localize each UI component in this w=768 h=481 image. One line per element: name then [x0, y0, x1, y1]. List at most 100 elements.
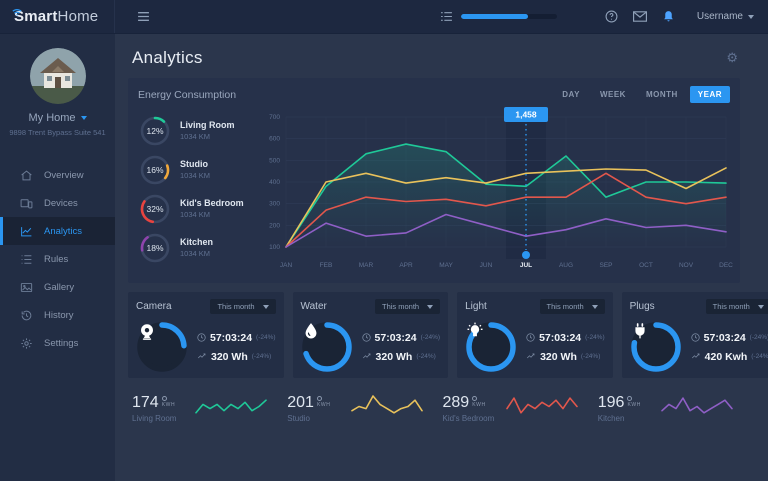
menu-toggle-icon[interactable]	[137, 11, 150, 22]
trend-icon	[197, 352, 207, 361]
chevron-down-icon	[427, 304, 434, 309]
period-select[interactable]: This month	[705, 299, 768, 314]
device-usage-delta: (-24%)	[251, 353, 272, 360]
help-icon[interactable]	[605, 10, 618, 23]
tab-day[interactable]: DAY	[554, 86, 588, 103]
device-time-delta: (-24%)	[420, 334, 441, 341]
device-time-value: 57:03:24	[374, 331, 417, 344]
clock-icon	[691, 333, 700, 342]
app-logo-text: SmartHome	[14, 8, 99, 25]
devices-icon	[20, 197, 33, 210]
svg-text:NOV: NOV	[679, 262, 694, 269]
legend-room-label: Kid's Bedroom	[180, 198, 244, 208]
home-avatar[interactable]	[29, 48, 86, 104]
home-selector[interactable]: My Home	[6, 112, 109, 124]
legend-donut: 16%	[138, 153, 172, 187]
sidebar-item-analytics[interactable]: Analytics	[0, 217, 115, 245]
room-kwh-unit: KWH	[162, 395, 175, 408]
svg-text:400: 400	[269, 179, 280, 186]
tab-month[interactable]: MONTH	[638, 86, 686, 103]
svg-text:APR: APR	[399, 262, 413, 269]
device-card-water: Water This month 57:03:24	[292, 292, 449, 378]
tab-week[interactable]: WEEK	[592, 86, 634, 103]
energy-consumption-panel: Energy Consumption DAY WEEK MONTH YEAR 12% …	[128, 78, 740, 283]
sidebar-item-label: Gallery	[44, 281, 75, 293]
user-menu[interactable]: Username	[697, 11, 754, 22]
device-card-plugs: Plugs This month 57:03:24	[621, 292, 768, 378]
sidebar-item-history[interactable]: History	[0, 301, 115, 329]
tab-year[interactable]: YEAR	[689, 86, 730, 103]
device-usage-value: 420 Kwh	[704, 350, 748, 363]
svg-text:DEC: DEC	[719, 262, 733, 269]
device-gauge	[301, 321, 353, 373]
legend-room-label: Living Room	[180, 120, 235, 130]
sidebar-item-rules[interactable]: Rules	[0, 245, 115, 273]
svg-text:FEB: FEB	[320, 262, 333, 269]
home-profile: My Home 9898 Trent Bypass Suite 541	[0, 34, 115, 147]
energy-chart[interactable]: 700 600 500 400 300 200 100 JAN FEB MAR APR MAY JUN J…	[256, 107, 733, 282]
chevron-down-icon	[591, 304, 598, 309]
room-stat: 196 KWH Kitchen	[594, 392, 740, 425]
device-card-title: Light	[465, 301, 487, 312]
sidebar-item-devices[interactable]: Devices	[0, 189, 115, 217]
device-time-delta: (-24%)	[256, 334, 276, 341]
clock-icon	[361, 333, 371, 342]
legend-donut: 32%	[138, 192, 172, 226]
device-time-value: 57:03:24	[703, 331, 746, 344]
legend-percent: 16%	[146, 164, 164, 175]
room-name-label: Living Room	[132, 413, 177, 423]
room-kwh-value: 196	[597, 393, 625, 411]
notifications-bell-icon[interactable]	[662, 10, 675, 23]
plug-icon	[630, 321, 682, 373]
sidebar-item-overview[interactable]: Overview	[0, 161, 115, 189]
svg-text:JAN: JAN	[280, 262, 293, 269]
device-time-delta: (-24%)	[749, 334, 768, 341]
mail-icon[interactable]	[632, 11, 647, 22]
wifi-icon	[12, 3, 22, 21]
room-sparkline	[503, 392, 581, 425]
device-card-title: Water	[300, 301, 327, 312]
svg-text:JUN: JUN	[480, 262, 493, 269]
chart-icon	[20, 225, 33, 238]
room-kwh-unit: KWH	[472, 395, 485, 408]
room-name-label: Studio	[287, 413, 310, 423]
device-usage-value: 320 Wh	[375, 350, 413, 363]
page-settings-gear-icon[interactable]: ⚙	[726, 50, 738, 65]
energy-legend: 12% Living Room 1034 KM 16% Studio 1034 …	[138, 107, 256, 282]
period-select[interactable]: This month	[374, 299, 441, 314]
device-gauge	[630, 321, 682, 373]
rules-icon	[20, 253, 33, 266]
room-stat: 174 KWH Living Room	[128, 392, 274, 425]
period-select[interactable]: This month	[539, 299, 605, 314]
period-select-value: This month	[381, 302, 420, 311]
sidebar-item-settings[interactable]: Settings	[0, 329, 115, 357]
svg-text:200: 200	[269, 222, 280, 229]
sidebar-item-label: Analytics	[44, 225, 83, 237]
sidebar: My Home 9898 Trent Bypass Suite 541 Over…	[0, 34, 115, 481]
device-usage-delta: (-24%)	[580, 353, 601, 360]
progress-bar-fill	[460, 14, 529, 19]
room-stats: 174 KWH Living Room 201 KWH Studio 289 K…	[128, 392, 740, 425]
trend-icon	[362, 352, 372, 361]
device-card-title: Camera	[136, 301, 172, 312]
device-time-value: 57:03:24	[539, 331, 582, 344]
room-sparkline	[192, 392, 270, 425]
period-select[interactable]: This month	[210, 299, 276, 314]
device-gauge	[465, 321, 517, 373]
trend-icon	[526, 352, 536, 361]
legend-room-label: Kitchen	[180, 237, 214, 247]
device-gauge	[136, 321, 188, 373]
tasks-icon[interactable]	[440, 11, 453, 22]
period-tabs: DAY WEEK MONTH YEAR	[554, 86, 730, 103]
device-time-delta: (-24%)	[585, 334, 605, 341]
clock-icon	[197, 333, 206, 342]
legend-item: 32% Kid's Bedroom 1034 KM	[138, 189, 256, 228]
svg-text:SEP: SEP	[599, 262, 612, 269]
sidebar-item-gallery[interactable]: Gallery	[0, 273, 115, 301]
legend-room-value: 1034 KM	[180, 132, 211, 141]
legend-percent: 18%	[146, 242, 164, 253]
room-sparkline	[348, 392, 426, 425]
room-kwh-unit: KWH	[627, 395, 640, 408]
chevron-down-icon	[262, 304, 269, 309]
